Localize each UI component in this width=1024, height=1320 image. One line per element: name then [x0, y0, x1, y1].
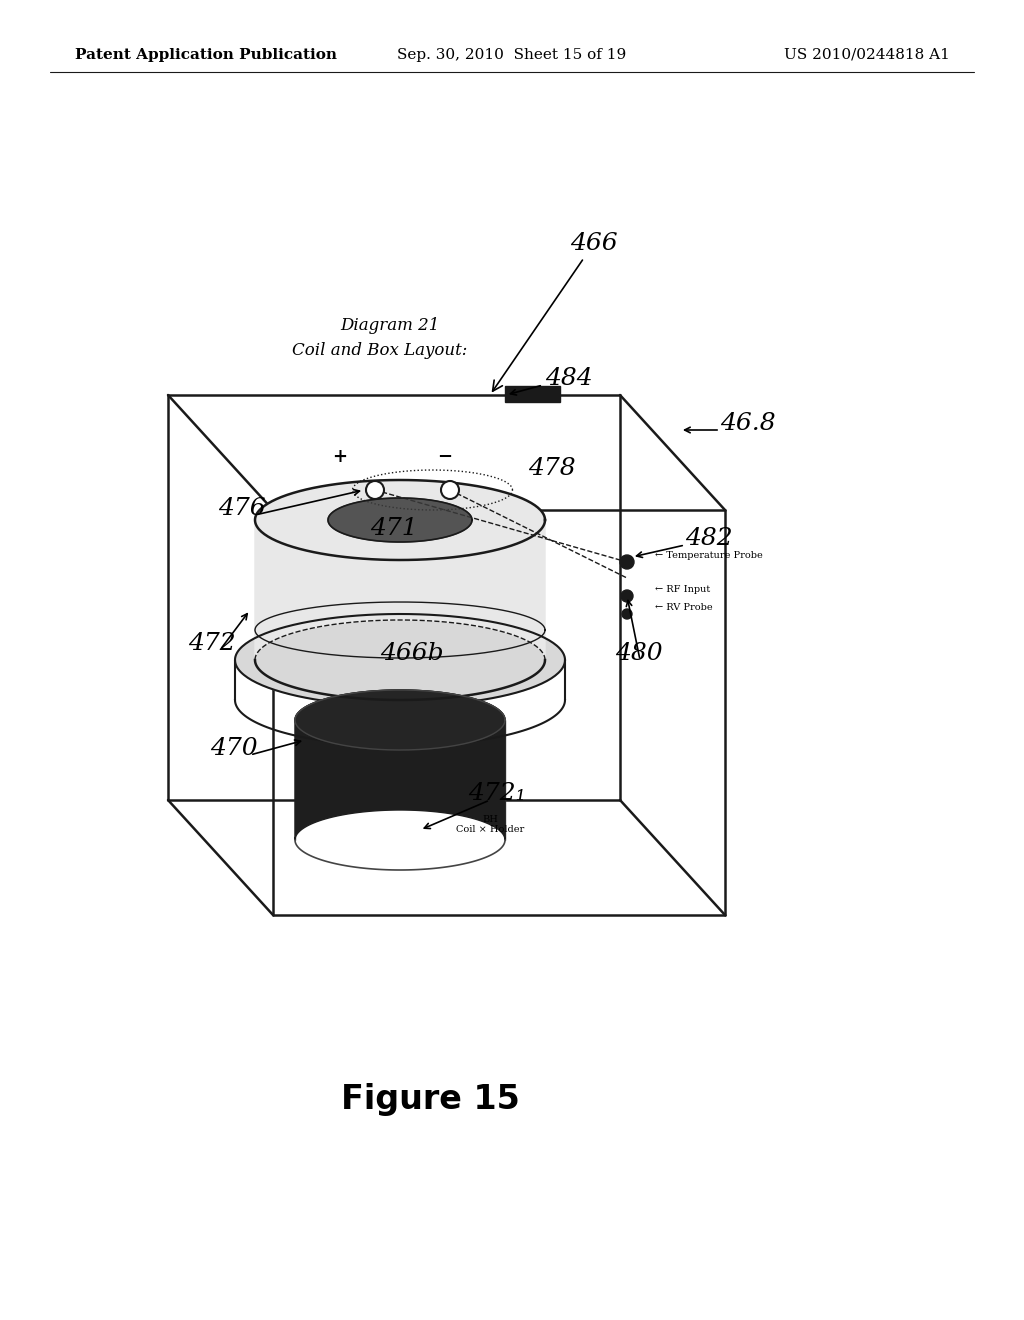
Circle shape [620, 554, 634, 569]
Text: −: − [437, 447, 453, 466]
FancyBboxPatch shape [505, 385, 560, 403]
Polygon shape [255, 480, 545, 660]
Circle shape [622, 609, 632, 619]
Text: ← Temperature Probe: ← Temperature Probe [655, 550, 763, 560]
Polygon shape [236, 614, 565, 706]
Text: 466: 466 [493, 232, 617, 391]
Circle shape [441, 480, 459, 499]
Text: Diagram 21: Diagram 21 [340, 317, 439, 334]
Text: 471: 471 [370, 517, 418, 540]
Text: 470: 470 [210, 737, 258, 760]
Text: Coil and Box Layout:: Coil and Box Layout: [292, 342, 468, 359]
Circle shape [366, 480, 384, 499]
Text: 472: 472 [188, 632, 236, 655]
Polygon shape [295, 690, 505, 840]
Text: ← RF Input: ← RF Input [655, 585, 711, 594]
Text: 484: 484 [545, 367, 593, 389]
Text: ← RV Probe: ← RV Probe [655, 603, 713, 612]
Text: Sep. 30, 2010  Sheet 15 of 19: Sep. 30, 2010 Sheet 15 of 19 [397, 48, 627, 62]
Text: +: + [333, 447, 347, 466]
Text: BH
Coil × Holder: BH Coil × Holder [456, 814, 524, 834]
Text: 472₁: 472₁ [468, 781, 525, 805]
Text: 46.8: 46.8 [720, 412, 775, 436]
Text: 476: 476 [218, 498, 265, 520]
Polygon shape [295, 690, 505, 750]
Circle shape [621, 590, 633, 602]
Text: 478: 478 [528, 457, 575, 480]
Text: Patent Application Publication: Patent Application Publication [75, 48, 337, 62]
Text: US 2010/0244818 A1: US 2010/0244818 A1 [784, 48, 950, 62]
Text: 480: 480 [615, 642, 663, 665]
Text: Figure 15: Figure 15 [341, 1084, 519, 1117]
Text: 466b: 466b [380, 642, 443, 665]
Polygon shape [328, 498, 472, 543]
Text: 482: 482 [685, 527, 732, 550]
